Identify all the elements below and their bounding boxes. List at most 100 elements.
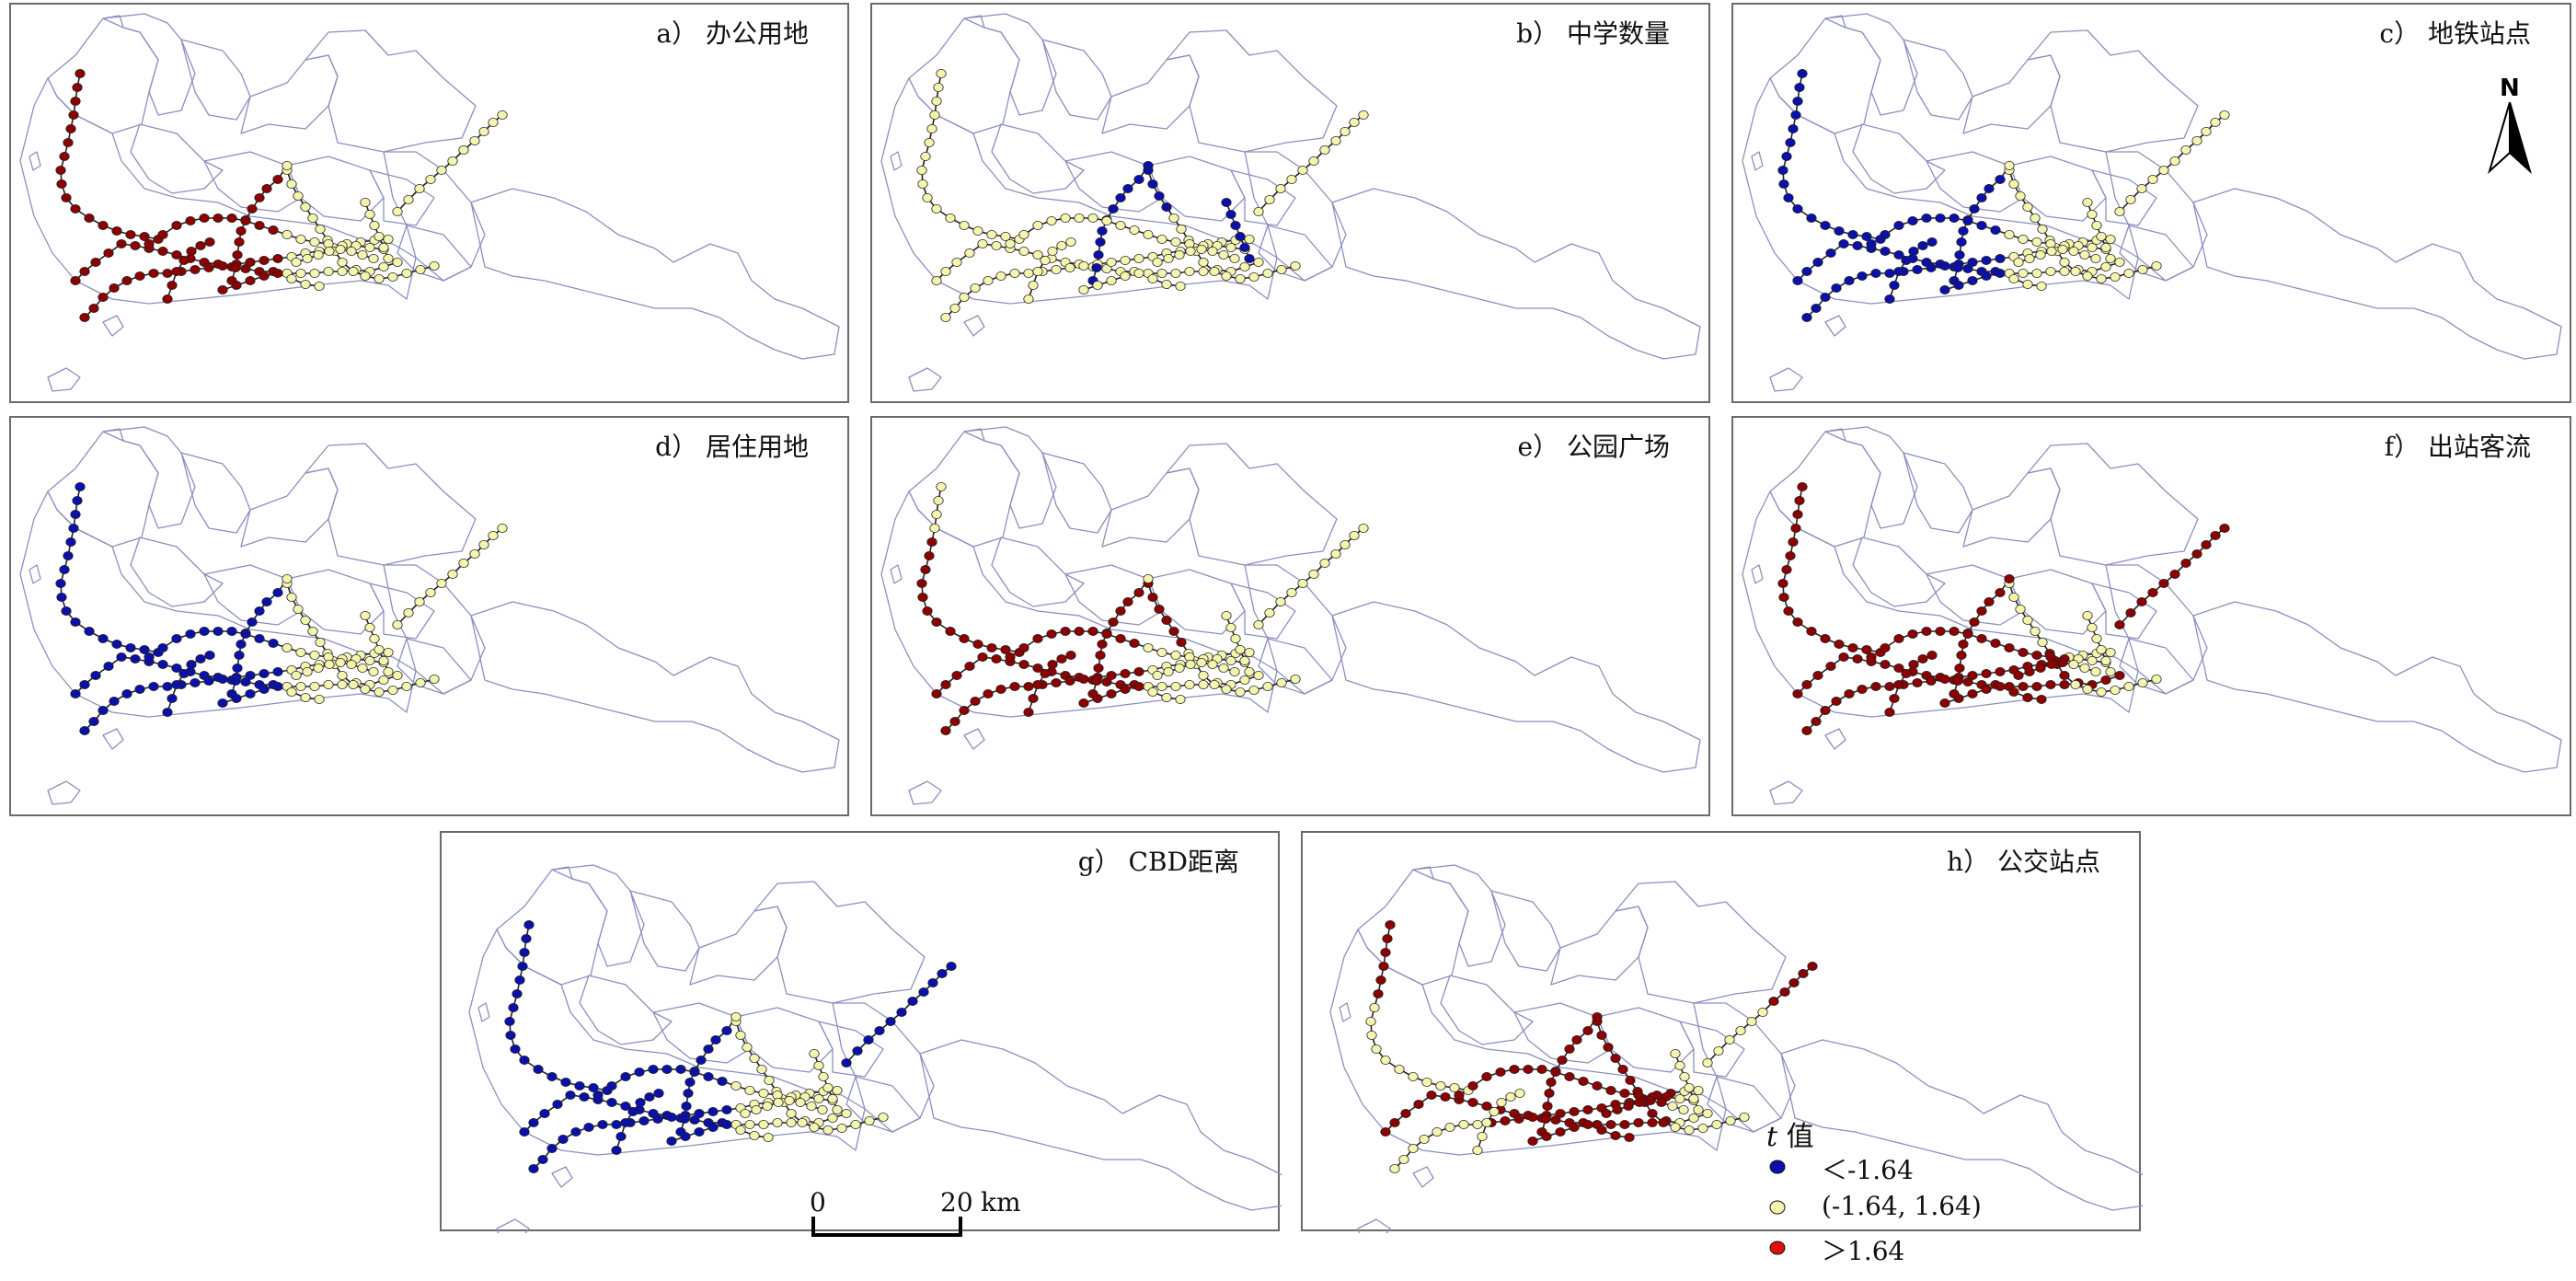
legend-item-high: ＞1.64 <box>1766 1231 2006 1266</box>
station-point <box>1801 679 1812 689</box>
station-point <box>374 231 385 241</box>
station-point <box>620 1101 631 1111</box>
station-point <box>1239 242 1250 252</box>
station-point <box>1097 639 1108 649</box>
station-point <box>1209 266 1220 276</box>
station-point <box>964 248 975 258</box>
station-point <box>497 524 508 534</box>
station-point <box>874 1025 885 1035</box>
district-boundary <box>477 1002 490 1022</box>
station-point <box>1106 670 1117 680</box>
station-point <box>1619 1088 1630 1098</box>
station-point <box>707 1106 719 1116</box>
station-point <box>1235 231 1246 241</box>
metro-line <box>1147 583 1296 693</box>
station-point <box>680 1131 691 1141</box>
station-point <box>314 281 325 291</box>
station-point <box>360 610 371 620</box>
station-point <box>190 264 201 274</box>
station-point <box>2008 592 2019 602</box>
station-point <box>1962 676 1973 687</box>
station-point <box>254 220 265 230</box>
station-point <box>195 653 206 664</box>
station-point <box>323 266 334 276</box>
station-point <box>2030 626 2041 636</box>
station-point <box>570 1126 581 1137</box>
station-point <box>1244 253 1255 263</box>
station-point <box>415 264 426 274</box>
station-point <box>764 1075 775 1085</box>
station-point <box>1147 592 1158 602</box>
station-point <box>1684 1125 1695 1135</box>
station-point <box>1921 213 1932 223</box>
station-point <box>1949 213 1960 223</box>
scale-bar-line <box>811 1217 962 1237</box>
station-point <box>1040 255 1051 265</box>
station-point <box>920 564 931 574</box>
station-point <box>171 663 182 673</box>
station-point <box>1023 294 1034 304</box>
panel-title: f） 出站客流 <box>2384 432 2531 462</box>
station-point <box>2087 242 2098 252</box>
station-point <box>1792 275 1803 285</box>
station-point <box>458 144 469 155</box>
station-point <box>945 213 956 223</box>
station-point <box>2024 666 2035 676</box>
station-point <box>1023 707 1034 717</box>
station-point <box>217 674 228 684</box>
station-point <box>756 1064 767 1074</box>
district-boundary <box>1824 426 1918 529</box>
metro-line <box>286 169 435 280</box>
district-boundary <box>1064 151 1163 213</box>
station-point <box>374 644 385 654</box>
station-point <box>230 675 241 686</box>
station-point <box>1603 1042 1614 1052</box>
station-point <box>357 663 368 673</box>
station-point <box>505 1030 516 1040</box>
station-point <box>1844 275 1855 285</box>
district-boundary <box>305 443 477 566</box>
district-boundary <box>1064 564 1163 626</box>
station-point <box>364 209 375 219</box>
station-point <box>1170 237 1181 247</box>
station-point <box>916 578 927 588</box>
station-point <box>972 225 983 236</box>
station-point <box>592 1090 604 1100</box>
district-boundary <box>818 1021 884 1078</box>
station-point <box>1275 596 1286 606</box>
station-point <box>1143 642 1154 652</box>
station-point <box>689 1067 700 1077</box>
station-point <box>864 1115 875 1125</box>
station-point <box>199 213 210 223</box>
station-point <box>949 303 960 313</box>
station-point <box>1790 110 1801 121</box>
station-point <box>951 670 962 680</box>
station-point <box>70 617 81 627</box>
station-point <box>1440 1091 1451 1102</box>
station-point <box>178 255 190 265</box>
station-point <box>1276 264 1287 274</box>
station-point <box>90 670 101 680</box>
station-point <box>1032 220 1043 230</box>
station-point <box>675 1064 686 1074</box>
district-boundary <box>1679 1021 1745 1078</box>
station-point <box>313 663 324 673</box>
station-point <box>190 677 201 687</box>
station-point <box>797 1117 808 1127</box>
district-boundary <box>890 564 903 584</box>
station-point <box>519 1055 530 1065</box>
station-point <box>878 1112 889 1122</box>
station-point <box>364 622 375 632</box>
district-boundary <box>2192 601 2562 773</box>
station-point <box>1921 626 1932 636</box>
station-point <box>2137 677 2148 687</box>
district-boundary <box>2119 225 2194 282</box>
station-point <box>261 596 272 606</box>
station-point <box>1047 246 1058 256</box>
station-point <box>1154 604 1165 614</box>
station-point <box>1544 1088 1555 1098</box>
station-point <box>1064 262 1075 272</box>
station-point <box>916 165 927 175</box>
station-point <box>1778 179 1789 189</box>
station-point <box>1349 118 1360 128</box>
